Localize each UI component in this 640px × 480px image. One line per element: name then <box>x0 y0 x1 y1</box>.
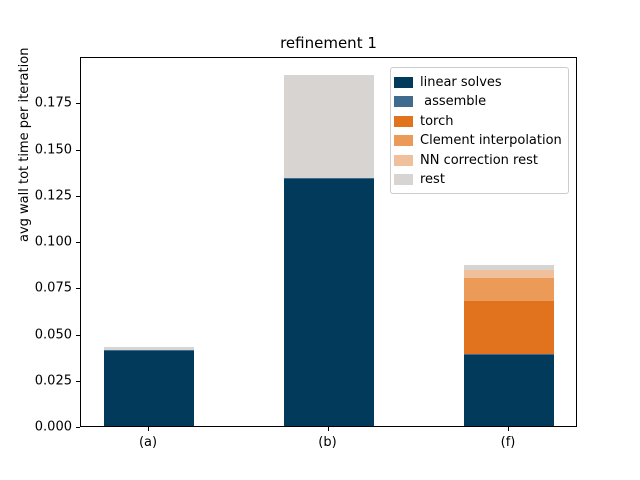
legend-item: NN correction rest <box>394 151 562 170</box>
y-tick-label: 0.150 <box>34 142 72 157</box>
legend-item: torch <box>394 112 562 131</box>
bar-segment <box>104 347 194 351</box>
y-tick-mark <box>76 334 80 336</box>
plot-area: linear solves assemble torch Clement inter… <box>80 57 577 427</box>
y-tick-mark <box>76 149 80 151</box>
y-tick-mark <box>76 242 80 243</box>
bar-segment <box>283 179 374 426</box>
y-tick-label: 0.050 <box>34 327 72 342</box>
x-tick-mark <box>508 427 509 431</box>
bar-segment <box>283 178 374 180</box>
bar-b <box>283 56 374 426</box>
x-tick-mark <box>148 427 149 431</box>
y-tick-label: 0.125 <box>34 188 72 204</box>
x-tick-label: (b) <box>318 435 337 450</box>
legend-label: NN correction rest <box>420 152 538 168</box>
y-tick-label: 0.100 <box>34 234 72 250</box>
legend-swatch <box>394 173 413 185</box>
y-tick-label: 0.025 <box>34 373 72 389</box>
legend-label: rest <box>420 171 445 187</box>
legend-label: torch <box>420 113 454 129</box>
chart-title: refinement 1 <box>280 34 377 52</box>
bar-segment <box>464 353 554 355</box>
legend-swatch <box>394 96 413 108</box>
y-tick-label: 0.175 <box>34 95 72 111</box>
bar-segment <box>464 269 554 278</box>
legend: linear solves assemble torch Clement inter… <box>390 67 569 194</box>
bar-segment <box>104 350 194 352</box>
legend-item: linear solves <box>394 73 562 92</box>
legend-swatch <box>394 135 413 147</box>
x-tick-mark <box>327 427 329 431</box>
x-tick-label: (f) <box>500 435 516 450</box>
legend-label: linear solves <box>420 75 502 90</box>
legend-swatch <box>394 77 413 88</box>
bar-a <box>104 56 194 426</box>
y-tick-mark <box>76 103 80 105</box>
bar-segment <box>464 354 554 426</box>
y-tick-mark <box>76 195 80 197</box>
y-tick-label: 0.000 <box>34 419 72 435</box>
legend-label: Clement interpolation <box>420 133 562 149</box>
legend-item: assemble <box>394 92 562 111</box>
y-tick-label: 0.075 <box>34 280 72 296</box>
legend-swatch <box>394 115 413 127</box>
legend-swatch <box>394 154 413 166</box>
legend-label: assemble <box>420 94 487 110</box>
legend-item: rest <box>394 170 562 189</box>
y-tick-mark <box>76 288 80 290</box>
y-tick-mark <box>76 380 80 382</box>
legend-item: Clement interpolation <box>394 131 562 150</box>
bar-f <box>464 56 554 426</box>
x-tick-label: (a) <box>138 435 158 450</box>
bar-segment <box>464 301 554 354</box>
bar-segment <box>104 351 194 426</box>
bar-segment <box>283 74 374 179</box>
bar-segment <box>464 264 554 270</box>
y-tick-mark <box>76 427 80 428</box>
bar-segment <box>464 278 554 302</box>
